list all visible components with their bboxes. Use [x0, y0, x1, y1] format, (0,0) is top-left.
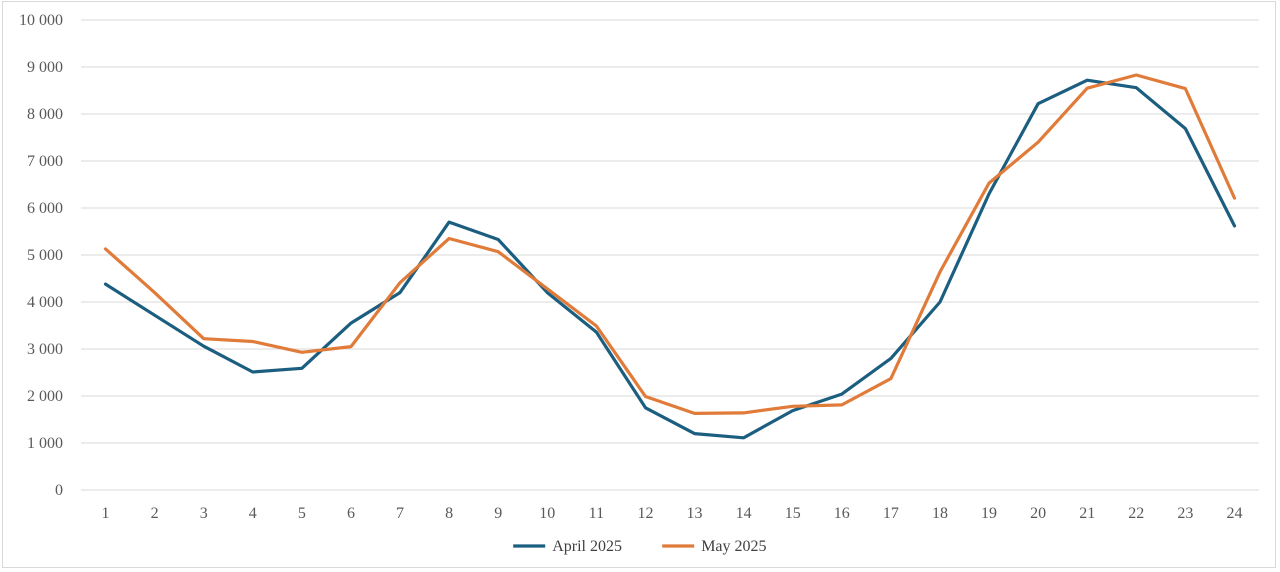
x-tick-label: 13: [687, 505, 703, 522]
legend-label: May 2025: [701, 538, 766, 555]
legend-label: April 2025: [552, 538, 622, 555]
x-tick-label: 20: [1030, 505, 1046, 522]
series-line-april-2025: [103, 78, 1237, 440]
gridlines: [81, 19, 1259, 491]
x-tick-label: 22: [1128, 505, 1144, 522]
x-tick-label: 10: [539, 505, 555, 522]
x-tick-label: 24: [1226, 505, 1242, 522]
x-tick-label: 6: [347, 505, 355, 522]
y-tick-label: 8 000: [27, 106, 63, 123]
series-lines: [103, 73, 1237, 440]
x-tick-label: 12: [637, 505, 653, 522]
x-tick-label: 15: [785, 505, 801, 522]
y-axis-ticks: 0 1 000 2 000 3 000 4 000 5 000 6 000 7 000 8 00…: [19, 12, 63, 499]
x-tick-label: 4: [249, 505, 257, 522]
x-tick-label: 21: [1079, 505, 1095, 522]
y-tick-label: 3 000: [27, 341, 63, 358]
y-tick-label: 2 000: [27, 388, 63, 405]
x-tick-label: 1: [102, 505, 110, 522]
x-tick-label: 18: [932, 505, 948, 522]
legend: April 2025 May 2025: [513, 538, 767, 555]
y-tick-label: 6 000: [27, 200, 63, 217]
y-tick-label: 5 000: [27, 247, 63, 264]
x-tick-label: 11: [589, 505, 604, 522]
x-tick-label: 19: [981, 505, 997, 522]
y-tick-label: 1 000: [27, 435, 63, 452]
series-line-may-2025: [103, 73, 1237, 415]
y-tick-label: 4 000: [27, 294, 63, 311]
x-tick-label: 8: [445, 505, 453, 522]
x-tick-label: 23: [1177, 505, 1193, 522]
y-tick-label: 9 000: [27, 59, 63, 76]
x-tick-label: 14: [736, 505, 752, 522]
x-tick-label: 7: [396, 505, 404, 522]
x-tick-label: 16: [834, 505, 850, 522]
x-tick-label: 9: [494, 505, 502, 522]
x-tick-label: 3: [200, 505, 208, 522]
x-tick-label: 17: [883, 505, 899, 522]
y-tick-label: 7 000: [27, 153, 63, 170]
x-tick-label: 2: [151, 505, 159, 522]
y-tick-label: 10 000: [19, 12, 63, 29]
line-chart: 0 1 000 2 000 3 000 4 000 5 000 6 000 7 000 8 00…: [19, 12, 1259, 555]
x-tick-label: 5: [298, 505, 306, 522]
y-tick-label: 0: [55, 482, 63, 499]
x-axis-ticks: 1 2 3 4 5 6 7 8 9 10 11 12 13 14 15 16 17 18 19 20 21 22 23 24: [102, 505, 1243, 522]
